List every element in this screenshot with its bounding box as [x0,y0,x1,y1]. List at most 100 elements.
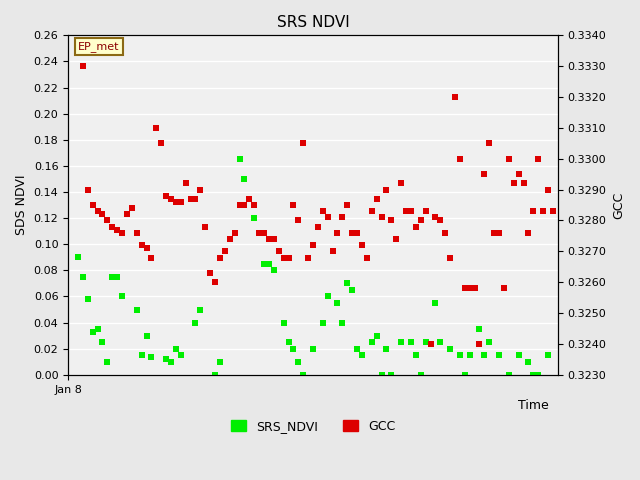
Point [200,223,211,230]
Point [195,306,205,313]
Point [288,345,298,352]
Point [543,186,553,193]
Point [533,155,543,163]
Point [489,229,499,237]
Point [504,371,514,379]
Point [269,235,279,243]
Point [210,278,220,286]
Point [136,351,147,359]
Point [244,195,255,203]
Point [83,295,93,303]
Point [440,229,451,237]
Point [186,195,196,203]
Point [381,345,392,352]
Point [147,254,157,262]
Point [239,175,250,183]
Point [524,358,534,366]
Point [391,235,401,243]
Point [376,371,387,379]
Point [499,285,509,292]
Point [323,293,333,300]
Point [494,229,504,237]
Point [372,195,382,203]
Point [249,214,259,222]
Point [141,244,152,252]
Point [518,180,529,187]
Point [77,62,88,70]
Point [97,210,108,218]
Point [528,207,538,215]
Point [430,214,440,221]
Point [415,371,426,379]
Point [88,328,98,336]
Point [156,140,166,147]
Point [102,358,113,366]
Point [249,201,259,209]
Point [342,279,353,287]
Point [303,254,313,262]
Point [357,351,367,359]
Point [298,140,308,147]
Point [406,207,416,215]
Point [161,192,172,200]
Point [180,180,191,187]
Point [474,325,484,333]
Point [220,248,230,255]
Point [284,254,294,262]
Point [455,351,465,359]
Point [367,207,377,215]
Point [317,207,328,215]
X-axis label: Time: Time [518,398,548,411]
Point [215,358,225,366]
Point [132,229,142,237]
Y-axis label: SDS NDVI: SDS NDVI [15,175,28,235]
Point [171,198,181,206]
Point [406,338,416,346]
Y-axis label: GCC: GCC [612,192,625,219]
Point [372,332,382,339]
Point [474,340,484,348]
Point [132,306,142,313]
Point [259,229,269,237]
Point [147,353,157,360]
Point [347,286,357,294]
Point [127,204,137,212]
Point [352,345,362,352]
Point [97,338,108,346]
Point [352,229,362,237]
Point [337,319,348,326]
Point [396,180,406,187]
Point [308,345,318,352]
Point [293,358,303,366]
Point [190,195,200,203]
Point [470,285,480,292]
Point [239,201,250,209]
Point [190,319,200,326]
Point [513,170,524,178]
Point [420,338,431,346]
Point [225,235,235,243]
Point [88,201,98,209]
Point [435,338,445,346]
Point [543,351,553,359]
Point [357,241,367,249]
Point [430,299,440,307]
Point [112,273,122,281]
Point [73,253,83,261]
Point [386,216,396,224]
Point [450,93,460,101]
Point [234,201,244,209]
Point [269,266,279,274]
Point [259,260,269,268]
Point [411,351,421,359]
Point [175,198,186,206]
Point [83,186,93,193]
Point [484,338,495,346]
Point [411,223,421,230]
Point [533,371,543,379]
Point [288,201,298,209]
Point [293,216,303,224]
Point [117,229,127,237]
Point [205,269,215,277]
Point [494,351,504,359]
